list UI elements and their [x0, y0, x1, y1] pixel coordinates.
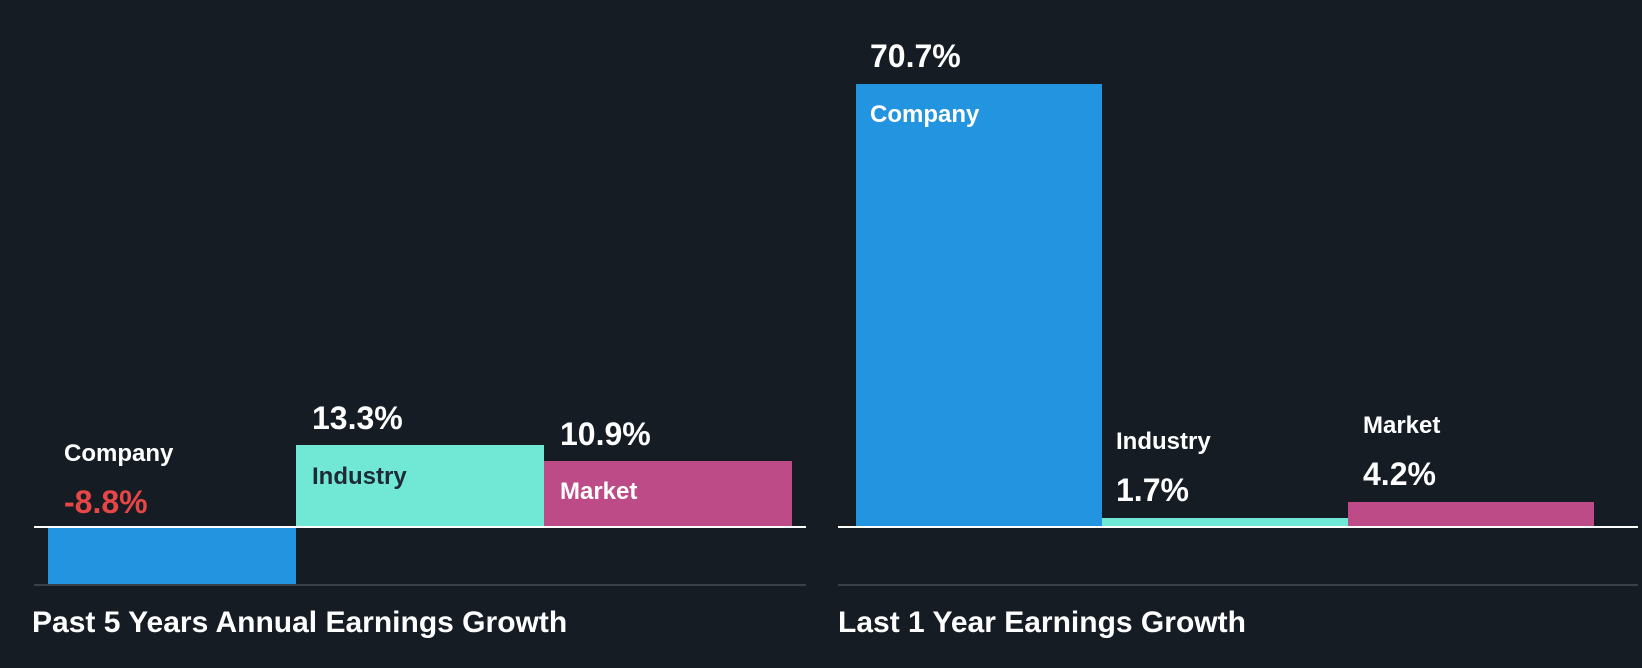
zero-axis-line — [838, 526, 1638, 528]
floor-line — [838, 584, 1638, 586]
bar-company — [48, 528, 296, 584]
value-company: 70.7% — [870, 38, 961, 74]
value-market: 10.9% — [560, 416, 651, 452]
label-market: Market — [1363, 412, 1441, 439]
bar-market — [1348, 502, 1594, 528]
chart-last-1-year: 70.7% Company Industry 1.7% Market 4.2% … — [810, 0, 1642, 668]
floor-line — [34, 584, 806, 586]
bar-market — [544, 461, 792, 528]
value-industry: 1.7% — [1116, 472, 1189, 508]
bar-company — [856, 84, 1102, 528]
label-company: Company — [64, 440, 174, 467]
value-industry: 13.3% — [312, 400, 403, 436]
label-company: Company — [870, 101, 980, 128]
label-industry: Industry — [1116, 428, 1211, 455]
chart-title: Past 5 Years Annual Earnings Growth — [32, 606, 568, 639]
bar-industry — [296, 445, 544, 528]
value-market: 4.2% — [1363, 456, 1436, 492]
chart-title: Last 1 Year Earnings Growth — [838, 606, 1246, 639]
label-market: Market — [560, 478, 638, 505]
chart-past-5-years: Company -8.8% 13.3% Industry 10.9% Marke… — [0, 0, 810, 668]
zero-axis-line — [34, 526, 806, 528]
bar-industry — [1102, 518, 1348, 528]
label-industry: Industry — [312, 463, 407, 490]
value-company: -8.8% — [64, 484, 148, 520]
